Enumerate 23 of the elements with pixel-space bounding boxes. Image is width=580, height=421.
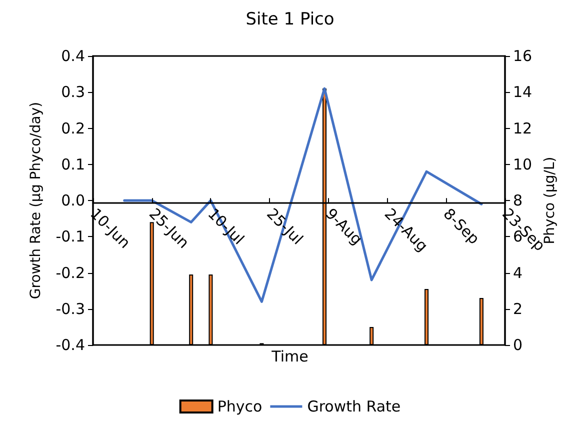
y2-tick-label: 0 xyxy=(513,336,523,354)
y2-tick-label: 16 xyxy=(513,47,532,65)
y-tick-label: 0.0 xyxy=(61,192,85,210)
y2-tick-label: 2 xyxy=(513,300,523,318)
y-tick-label: -0.1 xyxy=(56,228,85,246)
y2-tick-label: 10 xyxy=(513,155,532,174)
y-tick-label: 0.2 xyxy=(61,119,85,138)
chart-title: Site 1 Pico xyxy=(246,10,334,30)
y-tick-label: 0.4 xyxy=(61,47,85,65)
legend-label: Growth Rate xyxy=(307,398,401,416)
y-tick-label: -0.2 xyxy=(56,264,85,282)
y2-tick-label: 12 xyxy=(513,119,532,138)
y-tick-label: 0.1 xyxy=(61,155,85,174)
y-tick-label: 0.3 xyxy=(61,83,85,102)
legend-label: Phyco xyxy=(217,398,262,416)
x-axis-title: Time xyxy=(270,348,308,366)
y2-tick-label: 8 xyxy=(513,192,523,210)
y2-axis-title: Phyco (µg/L) xyxy=(542,156,558,244)
y2-tick-label: 4 xyxy=(513,264,523,282)
y-tick-label: -0.4 xyxy=(56,336,85,354)
y2-tick-label: 14 xyxy=(513,83,532,102)
y-axis-title: Growth Rate (µg Phyco/day) xyxy=(28,102,44,300)
y-tick-label: -0.3 xyxy=(56,300,85,318)
